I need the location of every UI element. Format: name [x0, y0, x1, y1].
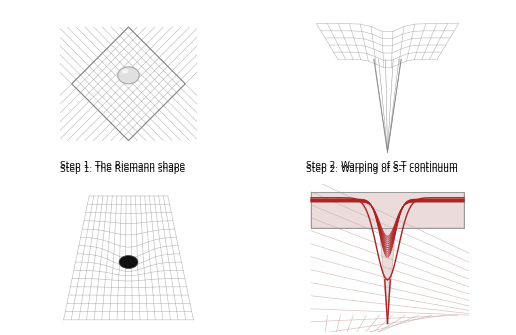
Ellipse shape: [118, 67, 139, 84]
Text: Step 2. Warping of S-T continuum: Step 2. Warping of S-T continuum: [305, 161, 457, 170]
Text: Step 1. The Riemann shape: Step 1. The Riemann shape: [60, 165, 186, 174]
Text: Step 2. Warping of S-T continuum: Step 2. Warping of S-T continuum: [305, 165, 457, 174]
Polygon shape: [311, 192, 464, 321]
Ellipse shape: [119, 256, 138, 269]
Text: Step 1. The Riemann shape: Step 1. The Riemann shape: [60, 161, 186, 170]
Ellipse shape: [122, 69, 128, 74]
